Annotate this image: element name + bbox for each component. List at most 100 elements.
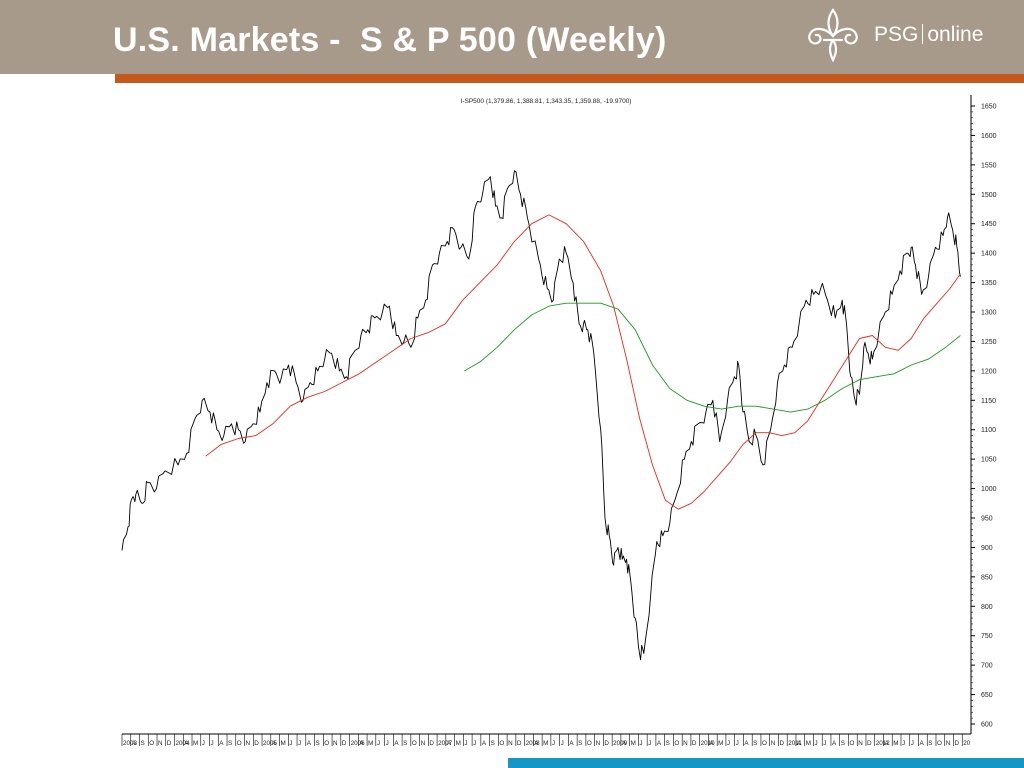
x-tick-label: 2006	[351, 740, 366, 747]
y-tick-label: 1100	[981, 427, 996, 434]
x-tick-label: S	[403, 740, 407, 747]
x-tick-label: J	[211, 740, 214, 747]
logo-separator	[922, 24, 924, 44]
x-tick-label: S	[141, 740, 145, 747]
x-tick-label: J	[386, 740, 389, 747]
x-tick-label: J	[814, 740, 817, 747]
y-tick-label: 800	[981, 604, 993, 611]
y-axis-ticks: 600 650 700 750 800 850 900 950 1000 1050 1100 1150…	[971, 104, 997, 729]
x-tick-label: 2011	[788, 740, 802, 747]
y-tick-label: 1350	[981, 280, 997, 287]
x-tick-label: A	[359, 740, 364, 747]
x-tick-label: M	[718, 740, 723, 747]
x-tick-label: D	[867, 740, 872, 747]
x-tick-label: N	[421, 740, 426, 747]
x-tick-label: S	[578, 740, 582, 747]
y-tick-label: 1500	[981, 192, 997, 199]
x-tick-label: N	[246, 740, 251, 747]
y-tick-label: 950	[981, 516, 993, 523]
x-tick-label: O	[149, 740, 154, 747]
x-tick-label: J	[736, 740, 739, 747]
chart-title: I-SP500 (1,379.86, 1,388.81, 1,343.35, 1…	[461, 98, 632, 105]
x-tick-label: J	[911, 740, 914, 747]
x-tick-label: N	[771, 740, 776, 747]
x-tick-label: N	[858, 740, 863, 747]
x-tick-label: A	[394, 740, 399, 747]
x-tick-label: J	[639, 740, 642, 747]
chart-area: I-SP500 (1,379.86, 1,388.81, 1,343.35, 1…	[0, 84, 1024, 756]
x-tick-label: 2004	[176, 740, 191, 747]
x-tick-label: 20	[963, 740, 971, 747]
y-tick-label: 1150	[981, 398, 996, 405]
y-tick-label: 600	[981, 722, 993, 729]
x-tick-label: J	[473, 740, 476, 747]
x-tick-label: D	[954, 740, 959, 747]
x-tick-label: A	[184, 740, 189, 747]
x-tick-label: M	[543, 740, 548, 747]
x-tick-label: N	[946, 740, 951, 747]
x-tick-label: J	[552, 740, 555, 747]
x-tick-label: A	[744, 740, 749, 747]
y-tick-label: 1000	[981, 486, 997, 493]
y-tick-label: 1050	[981, 457, 997, 464]
x-tick-label: D	[604, 740, 609, 747]
x-tick-label: 2003	[123, 740, 138, 747]
x-tick-label: J	[289, 740, 292, 747]
x-tick-label: A	[132, 740, 137, 747]
blue-accent-bar	[508, 758, 1024, 768]
x-tick-label: S	[841, 740, 845, 747]
y-tick-label: 1400	[981, 251, 997, 258]
x-tick-label: J	[298, 740, 301, 747]
x-tick-label: A	[569, 740, 574, 747]
x-tick-label: M	[456, 740, 461, 747]
fleur-de-lis-icon	[808, 8, 858, 63]
header-bar: U.S. Markets - S & P 500 (Weekly) PSG onl…	[0, 0, 1024, 74]
x-tick-label: J	[648, 740, 651, 747]
x-tick-label: O	[674, 740, 679, 747]
x-tick-label: M	[806, 740, 811, 747]
x-tick-label: D	[254, 740, 259, 747]
x-tick-label: O	[762, 740, 767, 747]
x-tick-label: A	[832, 740, 837, 747]
x-tick-label: J	[561, 740, 564, 747]
chart-series	[121, 170, 961, 661]
orange-accent-bar	[115, 74, 1024, 83]
logo-text-online: online	[927, 23, 984, 46]
x-tick-label: S	[928, 740, 932, 747]
x-tick-label: J	[727, 740, 730, 747]
x-tick-label: D	[692, 740, 697, 747]
x-tick-label: 2010	[701, 740, 716, 747]
price-line	[121, 170, 961, 661]
x-tick-label: 2012	[876, 740, 891, 747]
x-tick-label: O	[324, 740, 329, 747]
x-tick-label: D	[517, 740, 522, 747]
x-tick-label: S	[753, 740, 757, 747]
psg-online-logo: PSG online	[796, 4, 1006, 64]
x-tick-label: A	[919, 740, 924, 747]
x-tick-label: D	[429, 740, 434, 747]
y-tick-label: 1300	[981, 310, 997, 317]
x-tick-label: 2009	[613, 740, 628, 747]
y-tick-label: 900	[981, 545, 993, 552]
page-title: U.S. Markets - S & P 500 (Weekly)	[113, 21, 667, 59]
x-tick-label: D	[342, 740, 347, 747]
x-tick-label: J	[202, 740, 205, 747]
x-tick-label: A	[534, 740, 539, 747]
y-tick-label: 1650	[981, 104, 997, 111]
x-tick-label: O	[412, 740, 417, 747]
x-tick-label: A	[622, 740, 627, 747]
x-tick-label: A	[482, 740, 487, 747]
x-tick-label: A	[709, 740, 714, 747]
x-tick-label: A	[272, 740, 277, 747]
y-tick-label: 1200	[981, 368, 997, 375]
x-tick-label: A	[657, 740, 662, 747]
x-tick-label: O	[937, 740, 942, 747]
y-tick-label: 1450	[981, 221, 997, 228]
x-tick-label: A	[219, 740, 224, 747]
x-tick-label: A	[447, 740, 452, 747]
x-tick-label: S	[491, 740, 495, 747]
x-tick-label: M	[368, 740, 373, 747]
x-tick-label: J	[823, 740, 826, 747]
y-tick-label: 1250	[981, 339, 997, 346]
x-tick-label: N	[333, 740, 338, 747]
